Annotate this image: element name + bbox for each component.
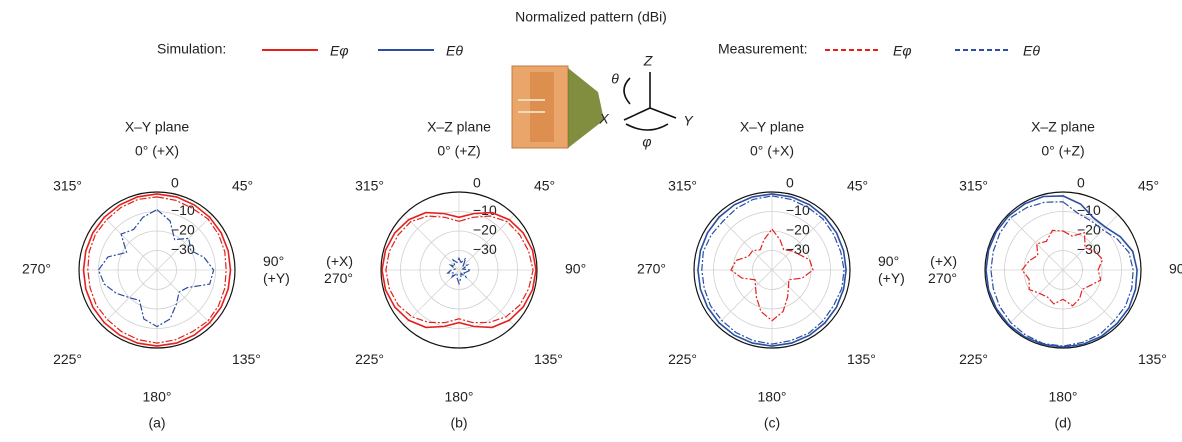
axis-label: Y (683, 113, 694, 129)
theta-tick-label: 90° (565, 261, 586, 277)
antenna-inset: Z X Y θ φ (512, 53, 694, 150)
theta-tick-label: 180° (445, 389, 474, 405)
theta-tick-label: 315° (355, 177, 384, 193)
theta-tick-label: 135° (1138, 351, 1167, 367)
theta-arrow (624, 78, 630, 104)
chart-title: X–Y plane (740, 119, 805, 135)
r-tick-label: 0 (473, 175, 481, 191)
theta-tick-label: 225° (53, 351, 82, 367)
polar-chart: X–Y plane (c) 0° (+X) 45° 90°(+Y) 135° 180° 225… (637, 119, 905, 431)
antenna-reflector (568, 68, 604, 148)
theta-tick-label: 0° (+X) (135, 143, 179, 159)
figure-title: Normalized pattern (dBi) (515, 9, 667, 25)
theta-tick-label: 45° (1138, 177, 1159, 193)
r-tick-label: −20 (171, 222, 195, 238)
chart-label: (d) (1054, 415, 1071, 431)
r-tick-label: −20 (786, 222, 810, 238)
legend-label: Eφ (330, 43, 348, 59)
theta-tick-label: 45° (534, 177, 555, 193)
legend-group-label: Measurement: (718, 41, 807, 57)
r-tick-label: −10 (786, 202, 810, 218)
polar-chart: X–Z plane (b) 0° (+Z) 45° 90° 135° 180° 225° (+X… (324, 119, 586, 431)
theta-tick-label: 45° (232, 177, 253, 193)
chart-label: (a) (148, 415, 165, 431)
theta-tick-label: 45° (847, 177, 868, 193)
antenna-plate (530, 72, 554, 142)
theta-tick-label: (+X)270° (928, 253, 957, 286)
theta-tick-label: 0° (+Z) (437, 143, 480, 159)
page: Normalized pattern (dBi) Z X Y θ φ Simul… (0, 0, 1182, 437)
r-tick-label: −10 (171, 202, 195, 218)
r-tick-label: −30 (473, 241, 497, 257)
r-tick-label: −20 (1077, 222, 1101, 238)
r-tick-label: −30 (171, 241, 195, 257)
axis-arrow (650, 108, 676, 118)
theta-tick-label: 90° (1169, 261, 1182, 277)
theta-tick-label: 225° (668, 351, 697, 367)
axis-label: X (598, 111, 609, 127)
theta-tick-label: (+X)270° (324, 253, 353, 286)
r-tick-label: 0 (786, 175, 794, 191)
chart-label: (b) (450, 415, 467, 431)
theta-tick-label: 135° (847, 351, 876, 367)
polar-chart: X–Y plane (a) 0° (+X) 45° 90°(+Y) 135° 180° 225… (22, 119, 290, 431)
r-tick-label: −30 (786, 241, 810, 257)
theta-tick-label: 315° (668, 177, 697, 193)
theta-tick-label: 0° (+Z) (1041, 143, 1084, 159)
axis-arrow (624, 108, 650, 120)
theta-tick-label: 225° (355, 351, 384, 367)
theta-tick-label: 180° (143, 389, 172, 405)
axis-label: Z (643, 53, 653, 69)
legend-group-label: Simulation: (157, 41, 226, 57)
theta-tick-label: 90°(+Y) (878, 253, 905, 286)
chart-title: X–Y plane (125, 119, 190, 135)
theta-tick-label: 225° (959, 351, 988, 367)
theta-tick-label: 180° (1049, 389, 1078, 405)
r-tick-label: −20 (473, 222, 497, 238)
phi-arrow (626, 124, 668, 130)
figure: Normalized pattern (dBi) Z X Y θ φ Simul… (0, 0, 1182, 437)
theta-tick-label: 180° (758, 389, 787, 405)
theta-tick-label: 270° (22, 261, 51, 277)
angle-label: θ (611, 71, 619, 87)
theta-tick-label: 315° (53, 177, 82, 193)
theta-tick-label: 135° (232, 351, 261, 367)
chart-title: X–Z plane (1031, 119, 1095, 135)
legend-label: Eθ (446, 43, 463, 59)
theta-tick-label: 90°(+Y) (263, 253, 290, 286)
polar-chart: X–Z plane (d) 0° (+Z) 45° 90° 135° 180° 225° (+X… (928, 119, 1182, 431)
theta-tick-label: 0° (+X) (750, 143, 794, 159)
legend-label: Eθ (1023, 43, 1040, 59)
theta-tick-label: 135° (534, 351, 563, 367)
r-tick-label: 0 (171, 175, 179, 191)
theta-tick-label: 270° (637, 261, 666, 277)
angle-label: φ (642, 134, 651, 150)
legend-label: Eφ (893, 43, 911, 59)
r-tick-label: 0 (1077, 175, 1085, 191)
chart-title: X–Z plane (427, 119, 491, 135)
theta-tick-label: 315° (959, 177, 988, 193)
chart-label: (c) (764, 415, 780, 431)
pattern-line (991, 202, 1133, 346)
